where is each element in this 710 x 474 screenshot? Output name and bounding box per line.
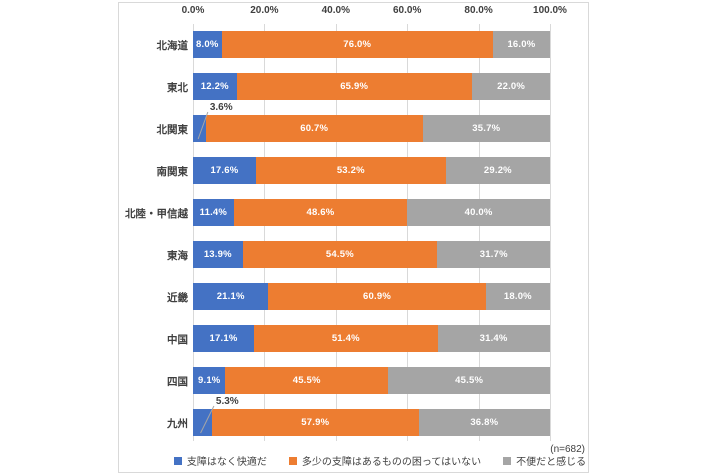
category-label: 中国 bbox=[167, 334, 188, 346]
bar-value-label: 18.0% bbox=[503, 291, 532, 302]
bar-segment: 22.0% bbox=[471, 73, 551, 100]
bar-segment: 12.2% bbox=[193, 73, 237, 100]
bar-segment: 31.4% bbox=[437, 325, 550, 352]
x-axis-tick-label: 20.0% bbox=[250, 5, 279, 16]
bar-segment: 31.7% bbox=[437, 241, 551, 268]
gridline bbox=[264, 24, 266, 441]
gridline bbox=[335, 24, 337, 441]
bar-value-label: 60.7% bbox=[300, 123, 329, 134]
bar-segment: 35.7% bbox=[422, 115, 550, 142]
bar-segment: 65.9% bbox=[236, 73, 472, 100]
bar-segment: 13.9% bbox=[193, 241, 243, 268]
bar-segment: 60.7% bbox=[205, 115, 423, 142]
bar-value-label: 45.5% bbox=[455, 375, 484, 386]
category-label: 北関東 bbox=[156, 124, 189, 136]
bar-value-label: 9.1% bbox=[198, 375, 221, 386]
bar-value-label: 51.4% bbox=[331, 333, 360, 344]
bar-segment: 40.0% bbox=[407, 199, 550, 226]
bar-segment: 8.0% bbox=[193, 31, 222, 58]
bar-value-label: 12.2% bbox=[200, 81, 229, 92]
bar-value-label: 36.8% bbox=[470, 417, 499, 428]
legend-label: 不便だと感じる bbox=[516, 457, 587, 468]
bar-value-label: 40.0% bbox=[464, 207, 493, 218]
category-label: 北海道 bbox=[156, 40, 189, 52]
bar-value-label: 21.1% bbox=[216, 291, 245, 302]
bar-value-label: 48.6% bbox=[306, 207, 335, 218]
bar-value-label: 53.2% bbox=[336, 165, 365, 176]
bar-value-label: 22.0% bbox=[497, 81, 526, 92]
gridline bbox=[407, 24, 409, 441]
bar-segment: 76.0% bbox=[221, 31, 493, 58]
bar-value-label: 65.9% bbox=[340, 81, 369, 92]
bar-value-label: 13.9% bbox=[203, 249, 232, 260]
bar-value-label: 17.1% bbox=[209, 333, 238, 344]
bar-segment: 57.9% bbox=[211, 409, 419, 436]
bar-value-label: 16.0% bbox=[507, 39, 536, 50]
bar-value-label: 31.4% bbox=[479, 333, 508, 344]
bar-segment bbox=[193, 409, 212, 436]
bar-value-label: 60.9% bbox=[363, 291, 391, 302]
bar-value-label: 35.7% bbox=[472, 123, 501, 134]
x-axis-tick-label: 0.0% bbox=[181, 5, 205, 16]
bar-segment: 60.9% bbox=[268, 283, 486, 310]
category-label: 東海 bbox=[167, 250, 188, 262]
bar-segment: 53.2% bbox=[255, 157, 446, 184]
bar-segment: 29.2% bbox=[445, 157, 550, 184]
bar-segment: 48.6% bbox=[233, 199, 408, 226]
bar-segment bbox=[193, 115, 206, 142]
category-label: 南関東 bbox=[156, 166, 189, 178]
legend: 支障はなく快適だ 多少の支障はあるものの困ってはいない 不便だと感じる bbox=[170, 453, 590, 468]
legend-item: 支障はなく快適だ bbox=[173, 453, 267, 468]
bar-value-label: 17.6% bbox=[210, 165, 239, 176]
bar-segment: 9.1% bbox=[193, 367, 226, 394]
legend-item: 多少の支障はあるものの困ってはいない bbox=[288, 453, 482, 468]
callout-value-label: 5.3% bbox=[215, 396, 239, 407]
x-axis-tick-label: 40.0% bbox=[321, 5, 350, 16]
category-label: 北陸・甲信越 bbox=[125, 208, 188, 220]
bar-value-label: 31.7% bbox=[479, 249, 508, 260]
bar-segment: 18.0% bbox=[485, 283, 550, 310]
bar-segment: 16.0% bbox=[492, 31, 550, 58]
bar-value-label: 11.4% bbox=[199, 207, 228, 218]
x-axis-tick-label: 80.0% bbox=[464, 5, 493, 16]
legend-label: 支障はなく快適だ bbox=[186, 457, 267, 468]
bar-value-label: 8.0% bbox=[196, 39, 219, 50]
bar-segment: 36.8% bbox=[418, 409, 550, 436]
bar-segment: 17.6% bbox=[193, 157, 256, 184]
category-label: 九州 bbox=[167, 418, 188, 430]
gridline bbox=[478, 24, 480, 441]
legend-swatch bbox=[173, 456, 182, 465]
bar-value-label: 45.5% bbox=[292, 375, 321, 386]
legend-swatch bbox=[288, 456, 297, 465]
bar-segment: 54.5% bbox=[242, 241, 438, 268]
bar-value-label: 76.0% bbox=[343, 39, 372, 50]
bar-segment: 45.5% bbox=[225, 367, 388, 394]
bar-value-label: 57.9% bbox=[301, 417, 330, 428]
category-label: 東北 bbox=[167, 82, 188, 94]
legend-item: 不便だと感じる bbox=[503, 453, 586, 468]
x-axis-tick-label: 60.0% bbox=[393, 5, 422, 16]
gridline bbox=[550, 24, 551, 441]
bar-segment: 21.1% bbox=[193, 283, 269, 310]
bar-segment: 51.4% bbox=[254, 325, 438, 352]
category-label: 四国 bbox=[167, 376, 188, 388]
bar-value-label: 54.5% bbox=[325, 249, 354, 260]
legend-label: 多少の支障はあるものの困ってはいない bbox=[301, 457, 482, 468]
category-label: 近畿 bbox=[167, 292, 188, 304]
bar-segment: 45.5% bbox=[387, 367, 551, 394]
gridline bbox=[193, 24, 194, 441]
legend-swatch bbox=[503, 456, 512, 465]
bar-value-label: 29.2% bbox=[483, 165, 512, 176]
callout-value-label: 3.6% bbox=[209, 102, 233, 113]
x-axis-tick-label: 100.0% bbox=[533, 5, 567, 16]
bar-segment: 17.1% bbox=[193, 325, 255, 352]
sample-size-label: (n=682) bbox=[550, 444, 585, 455]
bar-segment: 11.4% bbox=[193, 199, 234, 226]
